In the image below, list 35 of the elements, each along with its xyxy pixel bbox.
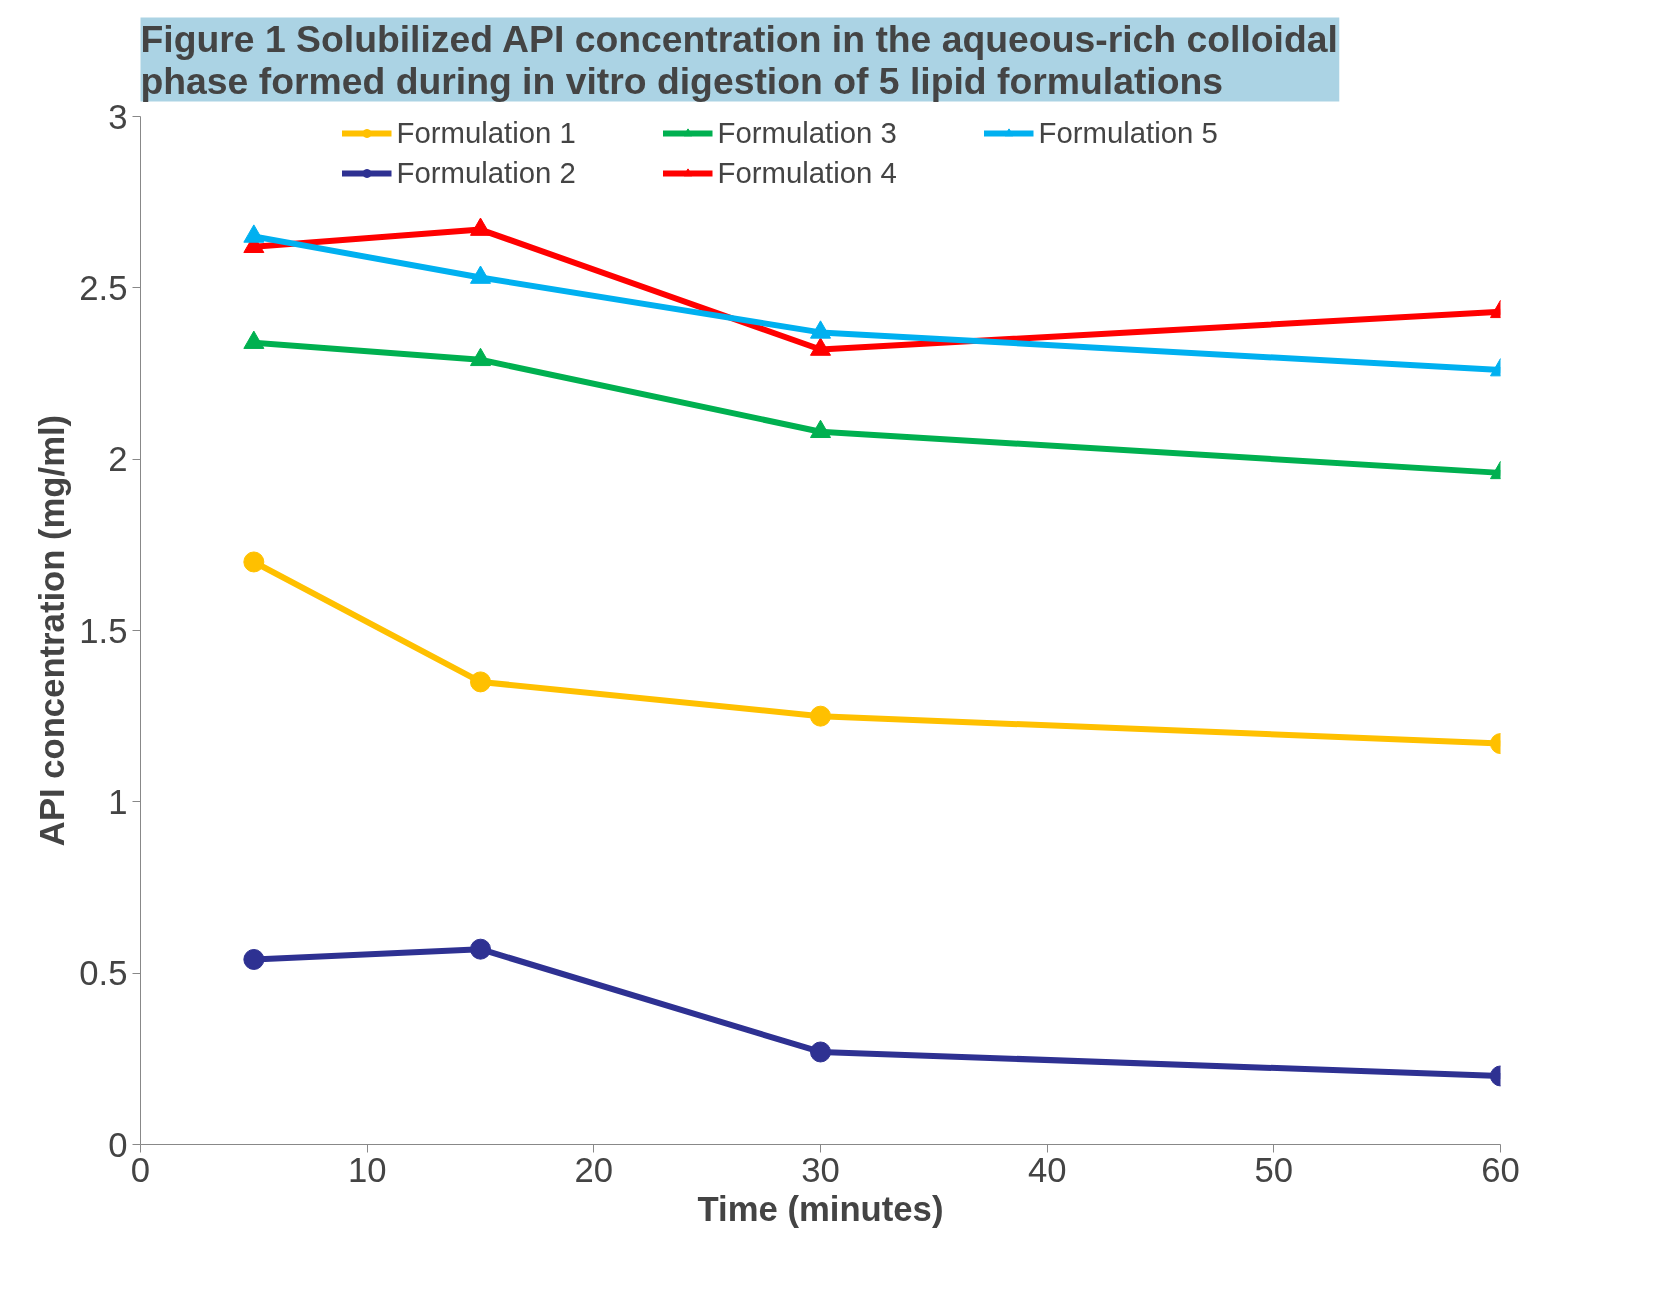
point	[470, 265, 491, 284]
point	[243, 948, 265, 970]
y-tick-label: 3	[108, 97, 128, 136]
point	[810, 705, 831, 727]
point	[243, 330, 265, 349]
point	[470, 217, 491, 236]
x-tick-label: 60	[1481, 1150, 1520, 1189]
legend-label: Formulation 3	[717, 116, 898, 150]
x-tick-label: 50	[1254, 1150, 1294, 1189]
x-tick-label: 10	[347, 1150, 387, 1189]
y-tick-label: 2	[108, 440, 128, 479]
point	[470, 347, 491, 367]
x-tick-label: 40	[1027, 1150, 1067, 1189]
y-axis-title: API concentration (mg/ml)	[33, 414, 72, 847]
point	[470, 938, 491, 960]
y-tick-label: 0.5	[79, 954, 128, 993]
y-tick-label: 1.5	[79, 611, 128, 650]
chart-title: Figure 1 Solubilized API concentration in the aqueous-rich colloidal phase formed during in vitro digestion of 5 lipid formulations	[140, 17, 1338, 102]
y-tick-label: 1	[108, 782, 128, 821]
legend-label: Formulation 2	[396, 156, 577, 190]
y-tick-label: 2.5	[79, 268, 128, 307]
legend-label: Formulation 4	[717, 156, 898, 190]
point	[243, 224, 265, 243]
point	[243, 551, 265, 573]
legend-label: Formulation 1	[396, 116, 577, 150]
point	[810, 337, 831, 356]
point	[810, 419, 831, 439]
y-tick-label: 0	[108, 1125, 128, 1164]
point	[470, 671, 491, 693]
point	[810, 1041, 831, 1063]
x-tick-label: 30	[801, 1150, 840, 1189]
x-tick-label: 20	[574, 1150, 614, 1189]
legend-label: Formulation 5	[1038, 116, 1219, 150]
x-axis-title: Time (minutes)	[697, 1189, 944, 1228]
point	[810, 320, 831, 339]
